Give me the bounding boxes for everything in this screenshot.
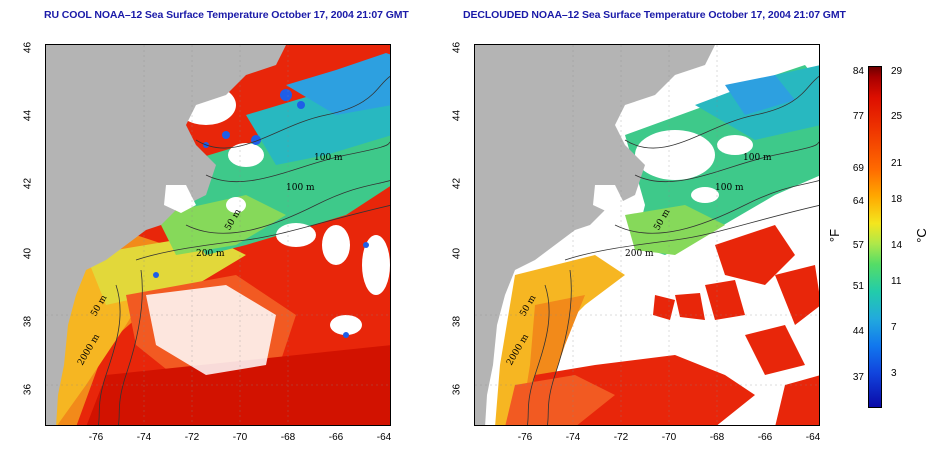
lon-tick-label: -70 <box>232 432 248 443</box>
colorbar-unit-f: °F <box>827 228 843 243</box>
lat-tick-label: 36 <box>22 383 34 396</box>
colorbar-c-tick: 29 <box>891 66 903 77</box>
lon-tick-label: -64 <box>376 432 392 443</box>
colorbar-f-tick: 64 <box>852 196 864 207</box>
lat-tick-label: 40 <box>451 247 463 260</box>
colorbar-c-tick: 21 <box>891 158 903 169</box>
lat-tick-label: 38 <box>22 315 34 328</box>
colorbar-f-tick: 77 <box>852 111 864 122</box>
colorbar-f-tick: 69 <box>852 163 864 174</box>
colorbar-c-tick: 11 <box>891 276 902 287</box>
lon-tick-label: -68 <box>709 432 725 443</box>
contour-label: 100 m <box>286 183 315 193</box>
right-map-title: DECLOUDED NOAA–12 Sea Surface Temperatur… <box>463 9 846 21</box>
declouded-sst-map: 100 m 100 m 50 m 200 m 50 m 2000 m <box>474 44 820 426</box>
lon-tick-label: -68 <box>280 432 296 443</box>
lon-tick-label: -76 <box>88 432 104 443</box>
lat-tick-label: 46 <box>451 41 463 54</box>
colorbar-f-tick: 44 <box>852 326 864 337</box>
raw-sst-image <box>46 45 390 425</box>
contour-label: 100 m <box>314 153 343 163</box>
contour-label: 100 m <box>743 153 772 163</box>
colorbar-c-tick: 14 <box>891 240 903 251</box>
declouded-sst-image <box>475 45 819 425</box>
lon-tick-label: -72 <box>184 432 200 443</box>
temperature-colorbar <box>868 66 882 408</box>
lon-tick-label: -74 <box>565 432 581 443</box>
colorbar-f-tick: 51 <box>852 281 864 292</box>
colorbar-f-tick: 57 <box>852 240 864 251</box>
colorbar-unit-c: °C <box>913 228 929 243</box>
lat-tick-label: 42 <box>22 177 34 190</box>
lon-tick-label: -64 <box>805 432 821 443</box>
left-map-title: RU COOL NOAA–12 Sea Surface Temperature … <box>44 9 409 21</box>
lon-tick-label: -66 <box>328 432 344 443</box>
colorbar-f-tick: 84 <box>852 66 864 77</box>
contour-label: 100 m <box>715 183 744 193</box>
colorbar-c-tick: 7 <box>891 322 897 333</box>
lat-tick-label: 44 <box>22 109 34 122</box>
lon-tick-label: -76 <box>517 432 533 443</box>
colorbar-c-tick: 18 <box>891 194 903 205</box>
lat-tick-label: 36 <box>451 383 463 396</box>
colorbar-c-tick: 25 <box>891 111 903 122</box>
lat-tick-label: 38 <box>451 315 463 328</box>
contour-label: 200 m <box>625 249 654 259</box>
contour-label: 200 m <box>196 249 225 259</box>
lon-tick-label: -72 <box>613 432 629 443</box>
lat-tick-label: 42 <box>451 177 463 190</box>
lat-tick-label: 40 <box>22 247 34 260</box>
lat-tick-label: 46 <box>22 41 34 54</box>
raw-sst-map: 100 m 100 m 50 m 200 m 50 m 2000 m <box>45 44 391 426</box>
colorbar-f-tick: 37 <box>852 372 864 383</box>
lon-tick-label: -74 <box>136 432 152 443</box>
lon-tick-label: -66 <box>757 432 773 443</box>
colorbar-c-tick: 3 <box>891 368 897 379</box>
lat-tick-label: 44 <box>451 109 463 122</box>
lon-tick-label: -70 <box>661 432 677 443</box>
